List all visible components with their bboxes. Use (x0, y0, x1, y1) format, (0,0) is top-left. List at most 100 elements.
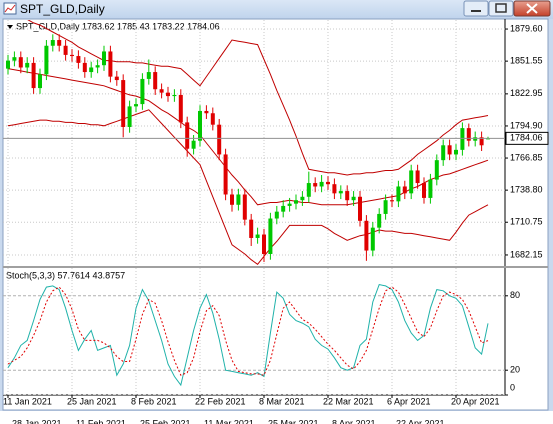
candle-body (185, 122, 190, 149)
y-tick-label: 1879.60 (510, 23, 543, 33)
candle-body (12, 57, 17, 61)
y-tick-label: 1738.80 (510, 185, 543, 195)
app-icon (3, 2, 17, 15)
background-window (0, 411, 553, 424)
y-tick-label: 1710.75 (510, 217, 543, 227)
candle-body (140, 78, 145, 105)
candle-body (441, 145, 446, 161)
candle-body (114, 76, 119, 81)
x-tick-label: 8 Mar 2021 (259, 396, 305, 406)
y-tick-label: 20 (510, 365, 520, 375)
candle-body (319, 181, 324, 187)
candle-body (409, 170, 414, 194)
candle-body (415, 170, 420, 184)
candle-body (300, 196, 305, 201)
candle-body (466, 128, 471, 141)
candle-body (460, 128, 465, 150)
y-tick-label: 1822.95 (510, 88, 543, 98)
candle-body (70, 54, 74, 57)
candle-body (223, 154, 228, 195)
y-tick-label: 80 (510, 290, 520, 300)
x-tick-label: 11 Jan 2021 (3, 396, 52, 406)
stoch-panel (3, 268, 505, 395)
x-tick-label: 20 Apr 2021 (451, 396, 500, 406)
candle-body (217, 124, 222, 155)
background-date-label: 11 Mar 2021 (204, 418, 254, 424)
candle-body (127, 106, 132, 127)
candle-body (383, 200, 388, 214)
candle-body (306, 183, 311, 197)
candle-body (57, 40, 62, 46)
candle-body (89, 67, 94, 73)
stoch-line (7, 284, 489, 387)
window-title: SPT_GLD,Daily (20, 2, 105, 16)
candle-body (274, 211, 279, 219)
candle-body (134, 104, 138, 107)
x-tick-label: 6 Apr 2021 (387, 396, 431, 406)
candle-body (82, 62, 87, 73)
candle-body (313, 183, 318, 187)
candle-body (25, 62, 30, 68)
candle-body (428, 179, 433, 198)
background-date-label: 25 Mar 2021 (268, 418, 319, 424)
x-tick-label: 8 Feb 2021 (131, 396, 177, 406)
candle-body (338, 191, 343, 194)
candle-body (31, 62, 36, 89)
candle-body (178, 94, 183, 123)
candle-body (6, 60, 10, 69)
candle-body (377, 213, 382, 228)
candle-body (479, 137, 484, 146)
background-date-label: 11 Feb 2021 (76, 418, 126, 424)
panel-separator (3, 266, 548, 268)
close-button[interactable] (513, 0, 551, 17)
candle-body (121, 80, 126, 127)
candle-body (230, 194, 234, 205)
x-tick-label: 22 Mar 2021 (323, 396, 374, 406)
x-tick-label: 22 Feb 2021 (195, 396, 246, 406)
candle-body (18, 57, 23, 68)
y-tick-label: 1766.85 (510, 152, 543, 162)
candle-body (76, 56, 81, 63)
y-tick-label: 1794.90 (510, 120, 543, 130)
candle-body (396, 186, 401, 202)
last-price-box (505, 131, 549, 145)
price-panel (3, 20, 505, 266)
candle-body (268, 218, 273, 254)
candle-body (351, 196, 356, 201)
maximize-button[interactable] (488, 0, 514, 17)
candle-body (204, 110, 209, 114)
candle-body (294, 200, 298, 204)
candle-body (146, 72, 151, 79)
indicator-legend: Stoch(5,3,3) 57.7614 43.8757 (6, 270, 125, 280)
candle-body (358, 196, 362, 221)
candle-body (242, 194, 247, 220)
candle-body (44, 45, 49, 75)
candle-body (153, 72, 158, 90)
background-date-label: 28 Jan 2021 (12, 418, 62, 424)
candle-body (422, 183, 426, 198)
candle-body (281, 205, 286, 212)
candle-body (50, 40, 55, 46)
background-date-label: 8 Apr 2021 (332, 418, 376, 424)
candle-body (287, 203, 292, 206)
band-line (7, 68, 489, 206)
candle-body (191, 140, 196, 149)
candle-body (326, 181, 330, 185)
title-bar (0, 0, 553, 19)
y-tick-label: 1682.15 (510, 249, 543, 259)
minimize-button[interactable] (463, 0, 489, 17)
candle-body (102, 51, 106, 66)
candle-body (390, 200, 394, 202)
candle-body (345, 191, 350, 201)
y-tick-label: 1851.55 (510, 56, 543, 66)
background-date-label: 22 Apr 2021 (396, 418, 445, 424)
last-price-label: 1784.06 (510, 133, 543, 143)
candle-body (198, 110, 202, 141)
candle-body (249, 219, 254, 238)
y-tick-label: 0 (510, 382, 515, 392)
candle-body (402, 186, 407, 194)
candle-body (236, 194, 241, 205)
stoch-line (7, 286, 489, 376)
candle-body (210, 113, 215, 125)
